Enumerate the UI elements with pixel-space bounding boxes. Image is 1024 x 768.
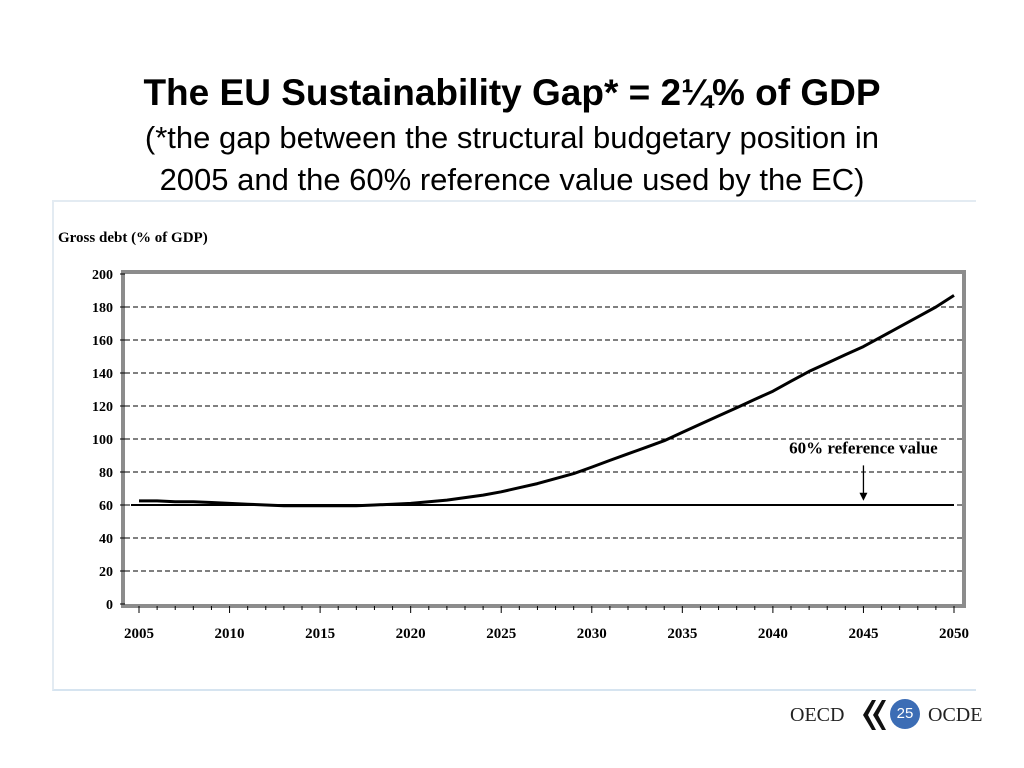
- page-number-badge: 25: [890, 699, 920, 729]
- y-tick-label: 80: [99, 466, 113, 481]
- arrow-head-icon: [859, 492, 868, 501]
- y-tick-label: 60: [99, 499, 113, 514]
- x-tick-label: 2030: [577, 626, 607, 642]
- slide-subtitle-line-1: (*the gap between the structural budgeta…: [144, 120, 880, 155]
- x-tick-label: 2010: [215, 626, 245, 642]
- y-axis-ticks: 0 20 40 60 80 100 120 140 160 180 200: [92, 268, 125, 613]
- reference-value-label: 60% reference value: [789, 438, 938, 457]
- ocde-logo-text: OCDE: [928, 704, 983, 726]
- y-tick-label: 0: [106, 598, 113, 613]
- y-tick-label: 120: [92, 400, 113, 415]
- y-tick-label: 40: [99, 532, 113, 547]
- slide-title: The EU Sustainability Gap* = 2¼% of GDP: [143, 72, 881, 113]
- y-tick-label: 200: [92, 268, 113, 283]
- x-tick-label: 2025: [486, 626, 516, 642]
- y-tick-label: 180: [92, 301, 113, 316]
- x-axis-ticks: 2005 2010 2015 2020 2025 2030 2035 2040 2045 2050: [124, 606, 969, 642]
- x-tick-label: 2005: [124, 626, 154, 642]
- x-tick-label: 2020: [396, 626, 426, 642]
- y-axis-label: Gross debt (% of GDP): [58, 230, 208, 246]
- x-tick-label: 2040: [758, 626, 788, 642]
- y-tick-label: 100: [92, 433, 113, 448]
- gross-debt-line: [139, 294, 955, 508]
- oecd-logo-text: OECD: [790, 704, 845, 726]
- slide-subtitle-line-2: 2005 and the 60% reference value used by…: [159, 162, 865, 197]
- oecd-footer: OECD 25 OCDE: [780, 696, 1000, 736]
- x-tick-label: 2035: [667, 626, 697, 642]
- x-tick-label: 2045: [848, 626, 878, 642]
- y-tick-label: 140: [92, 367, 113, 382]
- debt-chart: Gross debt (% of GDP) 020406080100120140…: [58, 230, 969, 642]
- y-tick-label: 20: [99, 565, 113, 580]
- oecd-chevron-icon: [863, 700, 886, 730]
- x-tick-label: 2015: [305, 626, 335, 642]
- gridlines: [125, 306, 962, 572]
- chart-panel: Gross debt (% of GDP) 0 20 40 60 80 100 120 140…: [52, 200, 976, 691]
- y-tick-label: 160: [92, 334, 113, 349]
- x-tick-label: 2050: [939, 626, 969, 642]
